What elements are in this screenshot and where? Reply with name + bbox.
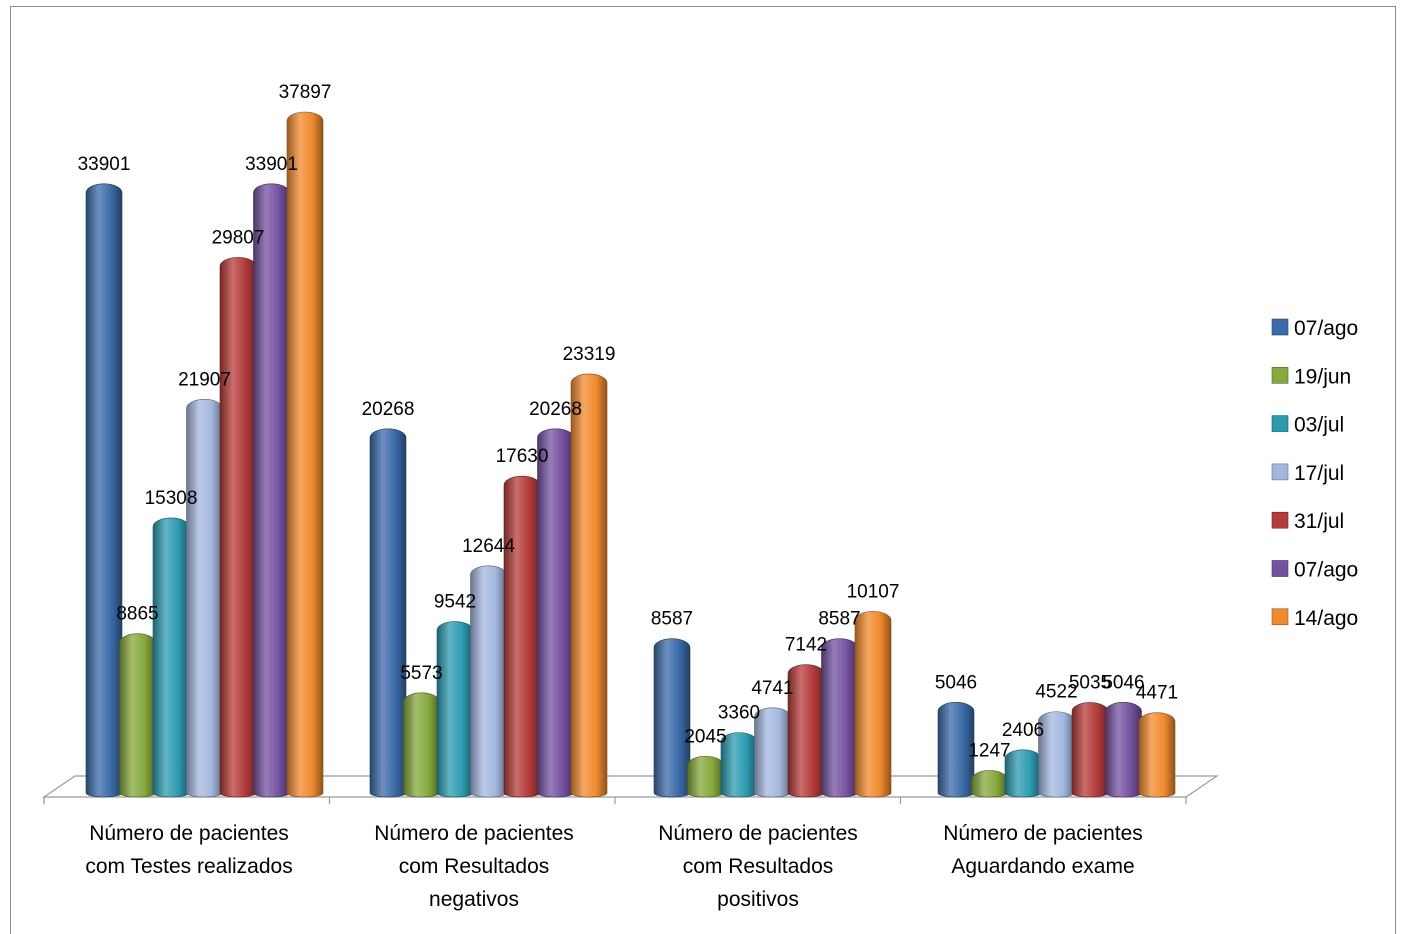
bar — [85, 183, 123, 798]
category-label: positivos — [717, 888, 799, 911]
legend-swatch — [1271, 511, 1289, 529]
bar — [253, 183, 290, 798]
data-label: 2406 — [1002, 720, 1044, 741]
data-label: 20268 — [529, 399, 582, 420]
category-label: Número de pacientes — [89, 822, 289, 845]
bar — [503, 475, 541, 798]
bar — [687, 755, 724, 798]
legend-swatch — [1271, 366, 1289, 384]
legend-swatch — [1271, 415, 1289, 432]
bar — [1138, 712, 1176, 798]
category-label: com Testes realizados — [85, 855, 292, 878]
legend-entry: 19/jun — [1294, 365, 1351, 388]
legend-swatch — [1271, 463, 1289, 481]
bar — [152, 517, 190, 798]
category-labels-group: Número de pacientes com Testes realizados… — [85, 822, 1143, 911]
bar — [537, 428, 574, 798]
data-label: 8587 — [651, 609, 693, 630]
data-label: 5573 — [400, 663, 442, 684]
data-label: 7142 — [785, 635, 827, 656]
bar — [119, 633, 156, 798]
data-label: 8587 — [818, 609, 860, 630]
category-label: negativos — [429, 888, 519, 911]
data-label: 29807 — [212, 227, 265, 248]
legend-swatch — [1271, 560, 1289, 577]
category-label: com Resultados — [399, 855, 550, 878]
data-label: 37897 — [279, 82, 332, 103]
data-label: 10107 — [847, 581, 900, 602]
data-label: 4522 — [1035, 682, 1077, 703]
legend-entry: 14/ago — [1294, 607, 1358, 630]
bar — [821, 638, 858, 798]
data-label: 9542 — [434, 592, 476, 613]
bar — [286, 111, 324, 798]
legend-swatch — [1271, 608, 1289, 626]
category-label: Número de pacientes — [943, 822, 1143, 845]
data-label: 5035 — [1069, 673, 1111, 694]
category-label: Número de pacientes — [374, 822, 574, 845]
data-labels-group: 33901 8865 15308 21907 29807 33901 37897 20268 5… — [78, 82, 1179, 762]
category-label: Número de pacientes — [658, 822, 858, 845]
bar — [971, 770, 1008, 798]
bar — [436, 621, 474, 798]
bars-group — [85, 111, 1176, 798]
data-label: 33901 — [78, 154, 131, 175]
legend-entry: 17/jul — [1294, 462, 1344, 485]
data-label: 8865 — [116, 604, 158, 625]
bar — [369, 428, 407, 798]
bar — [1105, 702, 1142, 798]
data-label: 2045 — [684, 726, 726, 747]
bar — [403, 692, 440, 798]
category-label: com Resultados — [683, 855, 834, 878]
bar — [937, 702, 975, 798]
data-label: 20268 — [362, 399, 415, 420]
chart-frame — [10, 6, 1396, 934]
data-label: 17630 — [496, 446, 549, 467]
legend-entry: 07/ago — [1294, 559, 1358, 582]
data-label: 12644 — [462, 536, 515, 557]
legend-entry: 07/ago — [1294, 317, 1358, 340]
bar — [219, 257, 257, 798]
data-label: 5046 — [935, 672, 977, 693]
bar — [570, 373, 608, 798]
legend-entry: 03/jul — [1294, 414, 1344, 437]
data-label: 1247 — [968, 741, 1010, 762]
data-label: 5046 — [1102, 672, 1144, 693]
legend: 07/ago 19/jun 03/jul 17/jul 31/jul 07/ago 14/a… — [1271, 317, 1358, 630]
data-label: 3360 — [718, 703, 760, 724]
bar — [186, 399, 223, 798]
data-label: 21907 — [178, 369, 231, 390]
bar — [1071, 702, 1109, 798]
legend-entry: 31/jul — [1294, 510, 1344, 533]
data-label: 4471 — [1136, 683, 1178, 704]
data-label: 23319 — [563, 344, 616, 365]
bar — [854, 611, 892, 798]
legend-swatch — [1271, 318, 1289, 336]
data-label: 33901 — [245, 154, 298, 175]
category-label: Aguardando exame — [951, 855, 1134, 878]
data-label: 15308 — [145, 488, 198, 509]
bar — [653, 638, 691, 798]
data-label: 4741 — [751, 678, 793, 699]
